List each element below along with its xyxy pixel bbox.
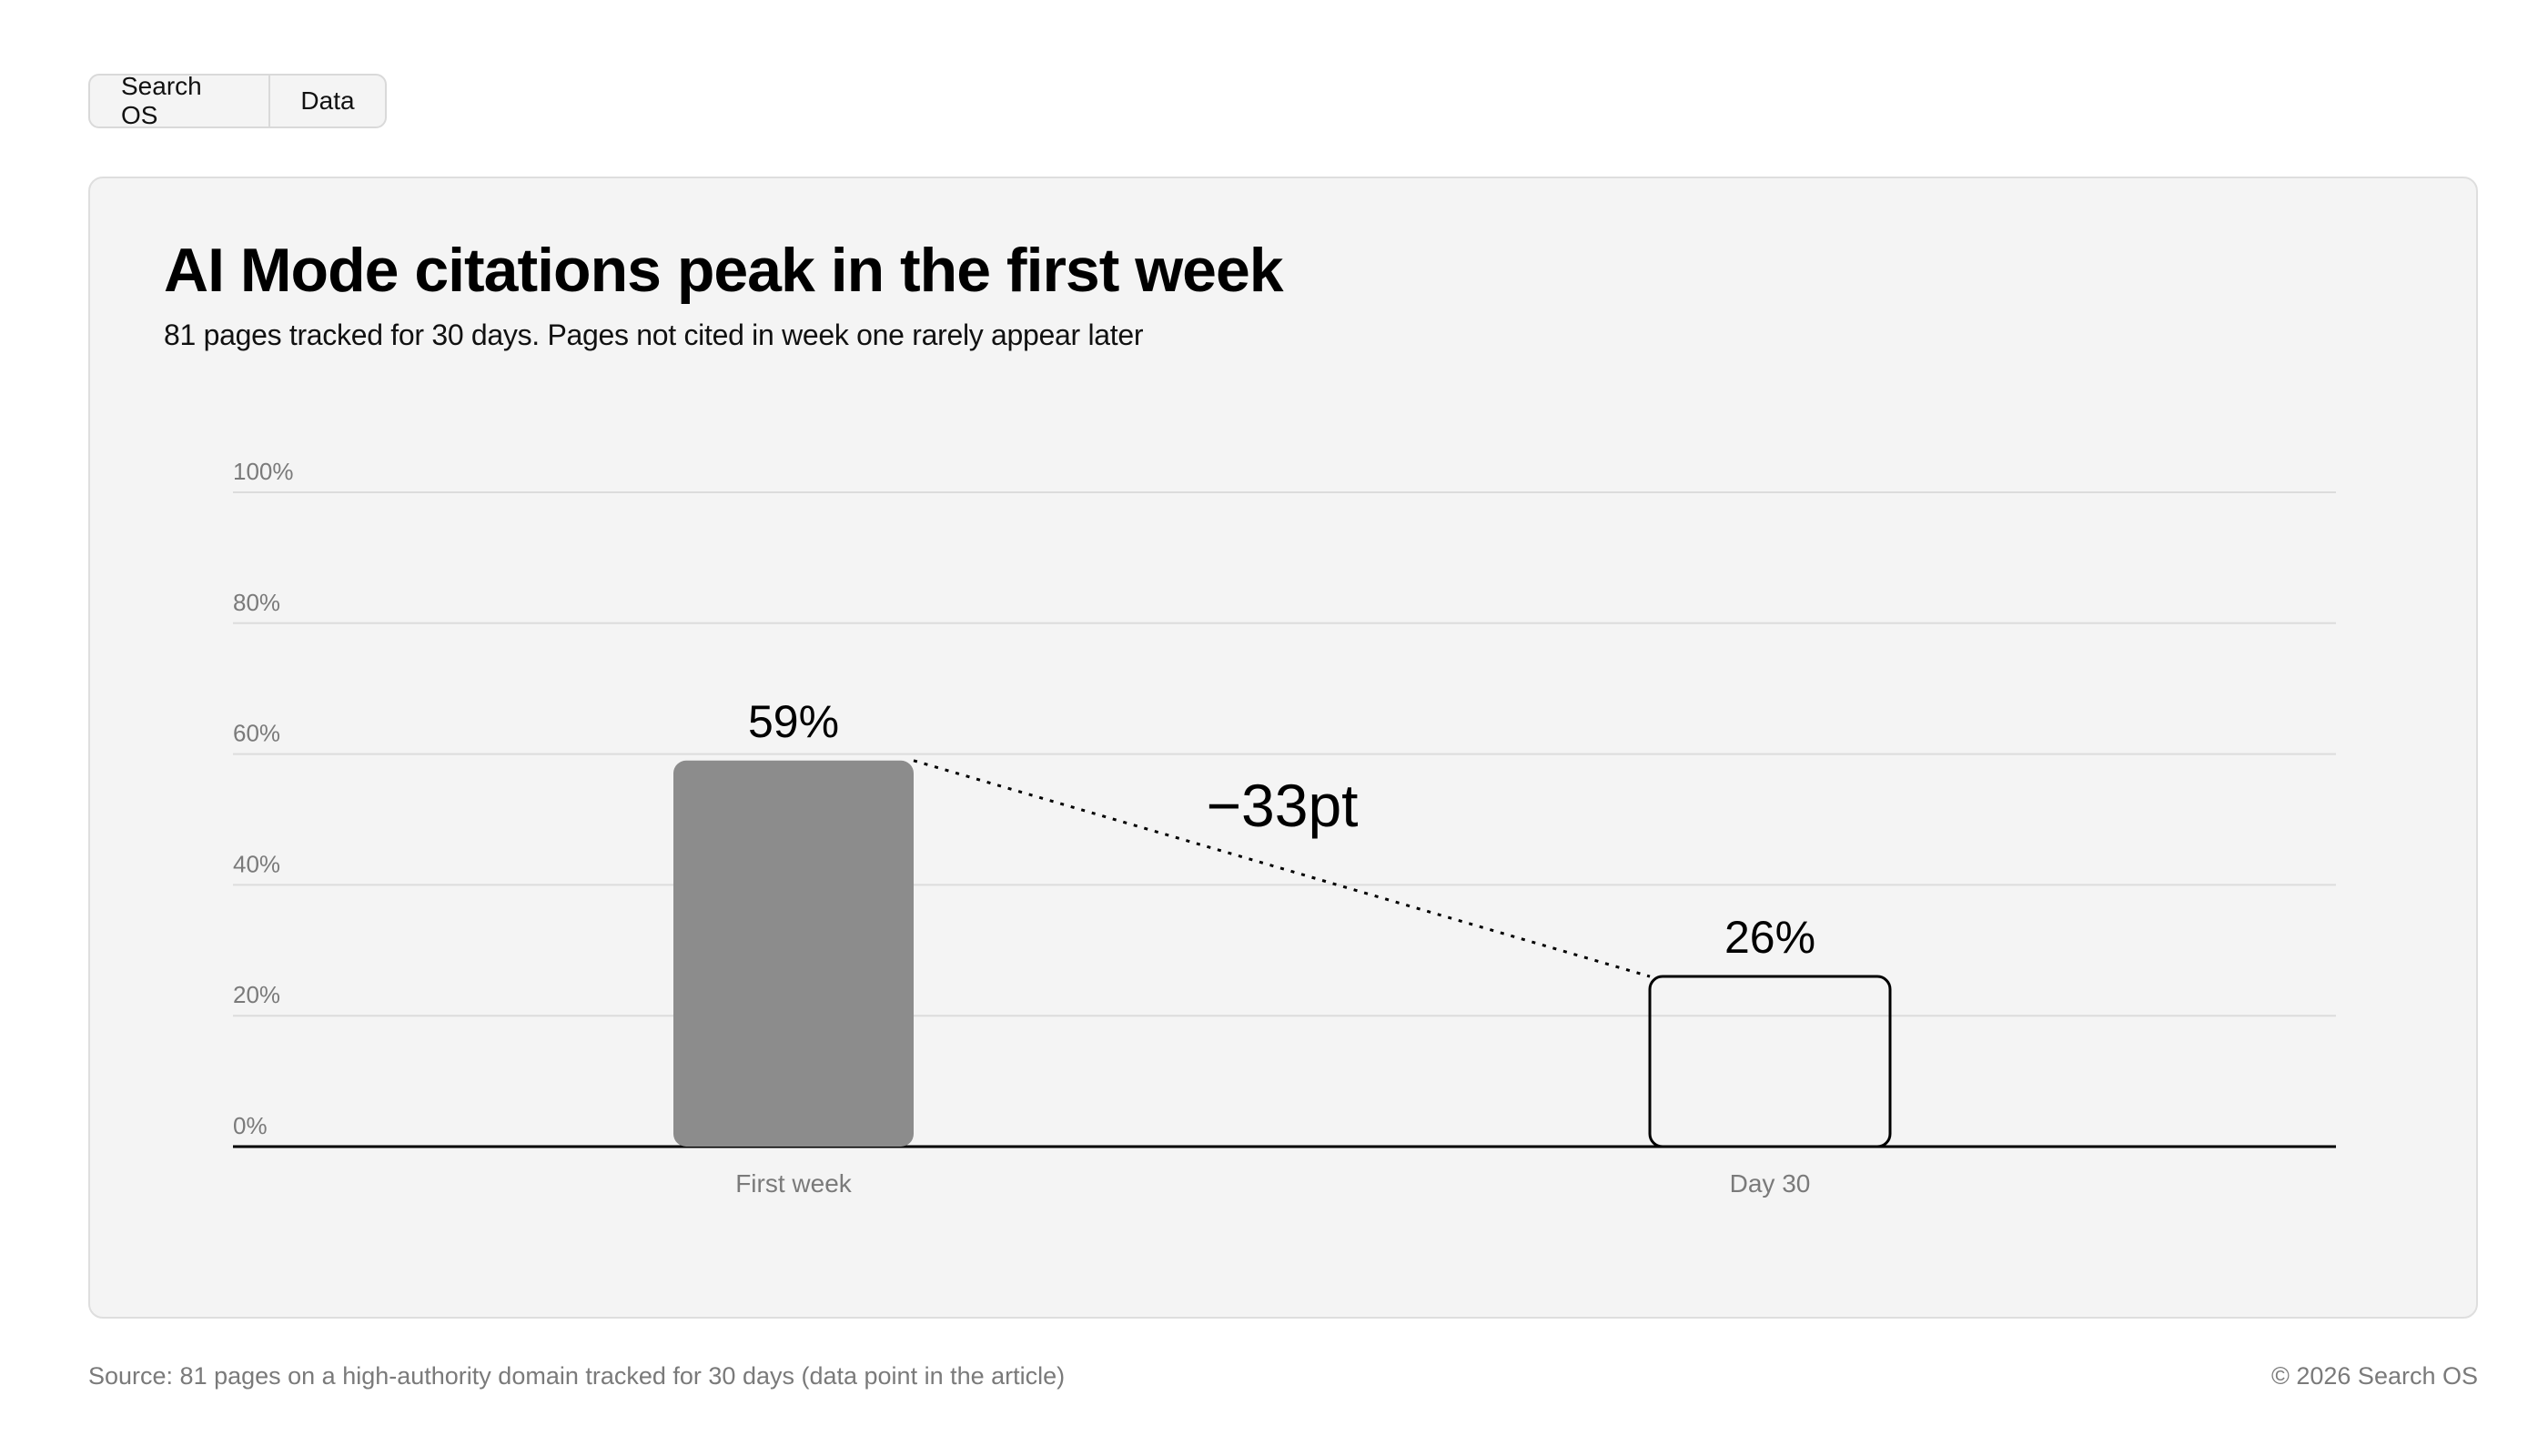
- chart-subtitle: 81 pages tracked for 30 days. Pages not …: [164, 318, 1144, 351]
- data-label: 59%: [748, 696, 839, 747]
- tab-group: Search OS Data: [88, 74, 387, 128]
- tab-search-os[interactable]: Search OS: [121, 74, 202, 128]
- bar-first-week: [673, 760, 914, 1147]
- chart-title: AI Mode citations peak in the first week: [164, 236, 1284, 305]
- bar-chart: 0% 20% 40% 60% 80% 100% 59% First week 26% Day 30…: [233, 458, 2336, 1198]
- y-tick-label: 100%: [233, 458, 294, 485]
- data-label: 26%: [1724, 912, 1815, 963]
- x-tick-label: Day 30: [1730, 1169, 1811, 1198]
- chart-panel: AI Mode citations peak in the first week…: [88, 177, 2478, 1319]
- source-note: Source: 81 pages on a high-authority dom…: [88, 1362, 1066, 1390]
- bar-day-30: [1648, 975, 1892, 1148]
- y-tick-label: 80%: [233, 589, 280, 616]
- copyright-note: © 2026 Search OS: [2270, 1362, 2478, 1390]
- difference-annotation: −33pt: [1207, 772, 1359, 839]
- y-tick-label: 0%: [233, 1112, 268, 1139]
- y-tick-label: 40%: [233, 850, 280, 877]
- y-tick-label: 60%: [233, 720, 280, 747]
- x-tick-label: First week: [735, 1169, 853, 1198]
- y-tick-label: 20%: [233, 981, 280, 1008]
- tab-data[interactable]: Data: [268, 76, 385, 126]
- difference-connector: [913, 759, 1651, 978]
